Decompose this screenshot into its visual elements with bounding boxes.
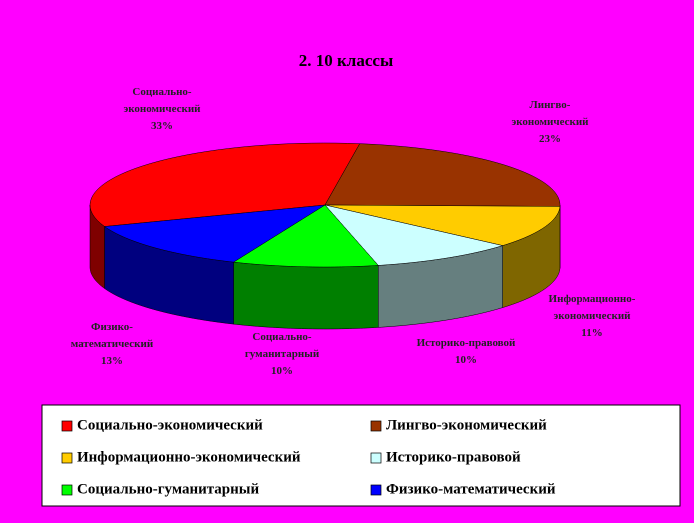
data-label-value: 33% [151,120,173,132]
legend-swatch [370,452,382,464]
data-label-category: Лингво-экономический [511,99,589,128]
data-label-value: 10% [455,354,477,366]
data-label-category: Социально-экономический [123,86,201,115]
legend-swatch [61,420,73,432]
slice [324,143,561,207]
data-label-value: 11% [581,327,602,339]
legend-label: Информационно-экономический [77,449,301,465]
slice [103,204,326,263]
legend-label: Социально-гуманитарный [77,481,259,497]
legend-label: Историко-правовой [386,449,521,465]
chart-title: 2. 10 классы [299,51,393,70]
data-label-category: Физико-математический [71,321,154,350]
data-label-category: Социально-гуманитарный [245,331,320,360]
legend-swatch [370,420,382,432]
legend-swatch [61,452,73,464]
slice [324,204,504,266]
slice [324,204,561,246]
data-label-category: Историко-правовой [417,337,516,349]
legend-swatch [370,484,382,496]
legend-label: Физико-математический [386,481,556,497]
data-label-category: Информационно-экономический [549,293,636,322]
data-label-value: 10% [271,365,293,377]
legend-label: Лингво-экономический [386,417,547,433]
slice [89,142,361,227]
legend [41,404,681,507]
legend-label: Социально-экономический [77,417,263,433]
data-label-value: 13% [101,355,123,367]
legend-swatch [61,484,73,496]
data-label-value: 23% [539,133,561,145]
slice-side [233,261,379,330]
slice [232,204,379,268]
